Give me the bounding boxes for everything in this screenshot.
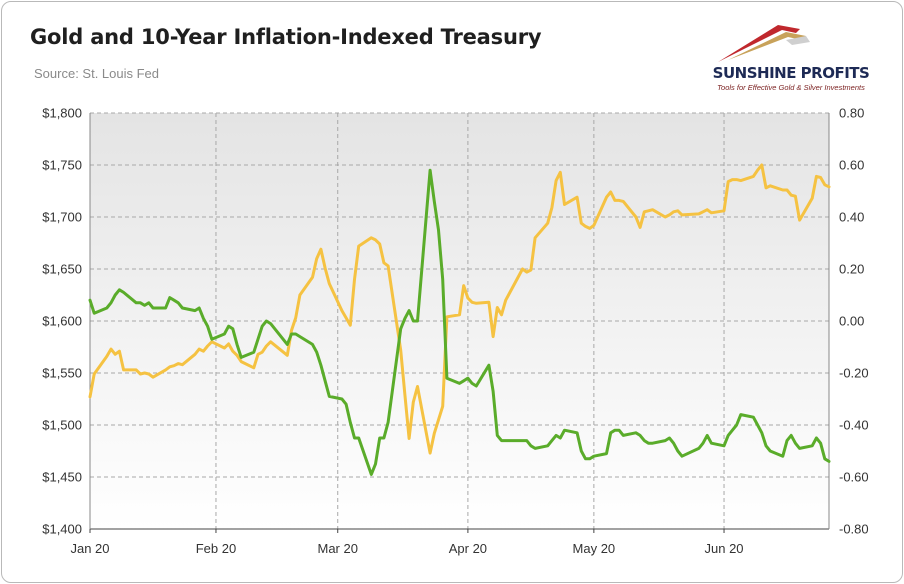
gold-price-line	[88, 163, 831, 455]
x-tick-label: Jun 20	[705, 541, 744, 556]
x-tick-label: Jan 20	[70, 541, 109, 556]
right-tick-label: 0.60	[839, 158, 864, 173]
left-axis-ticks: $1,400 $1,450 $1,500 $1,550 $1,600 $1,650 $1,7…	[42, 106, 82, 537]
left-tick-label: $1,400	[42, 522, 82, 537]
gridlines	[90, 112, 829, 529]
logo-swoosh-icon	[718, 25, 810, 62]
x-tick-label: Mar 20	[317, 541, 357, 556]
left-tick-label: $1,750	[42, 158, 82, 173]
left-tick-label: $1,650	[42, 262, 82, 277]
left-tick-label: $1,700	[42, 210, 82, 225]
chart-title: Gold and 10-Year Inflation-Indexed Treas…	[30, 25, 542, 49]
right-tick-label: -0.20	[839, 366, 869, 381]
right-tick-label: 0.00	[839, 314, 864, 329]
left-tick-label: $1,800	[42, 106, 82, 121]
logo-tagline: Tools for Effective Gold & Silver Invest…	[717, 83, 865, 92]
left-tick-label: $1,500	[42, 418, 82, 433]
series-lines	[88, 163, 831, 476]
left-tick-label: $1,600	[42, 314, 82, 329]
right-tick-label: 0.20	[839, 262, 864, 277]
right-tick-label: -0.40	[839, 418, 869, 433]
right-axis-ticks: -0.80 -0.60 -0.40 -0.20 0.00 0.20 0.40 0.60 0.80	[839, 106, 869, 537]
right-tick-label: 0.80	[839, 106, 864, 121]
x-tick-label: Apr 20	[449, 541, 487, 556]
brand-logo: SUNSHINE PROFITS Tools for Effective Gol…	[702, 20, 880, 100]
x-axis-ticks: Jan 20 Feb 20 Mar 20 Apr 20 May 20 Jun 20	[70, 529, 744, 556]
tips-yield-line	[88, 168, 831, 476]
x-tick-label: May 20	[573, 541, 616, 556]
right-tick-label: -0.60	[839, 470, 869, 485]
right-tick-label: -0.80	[839, 522, 869, 537]
x-tick-label: Feb 20	[196, 541, 236, 556]
plot-area	[90, 113, 829, 529]
left-tick-label: $1,550	[42, 366, 82, 381]
left-tick-label: $1,450	[42, 470, 82, 485]
chart-source: Source: St. Louis Fed	[34, 66, 160, 81]
right-tick-label: 0.40	[839, 210, 864, 225]
logo-name: SUNSHINE PROFITS	[712, 64, 870, 82]
